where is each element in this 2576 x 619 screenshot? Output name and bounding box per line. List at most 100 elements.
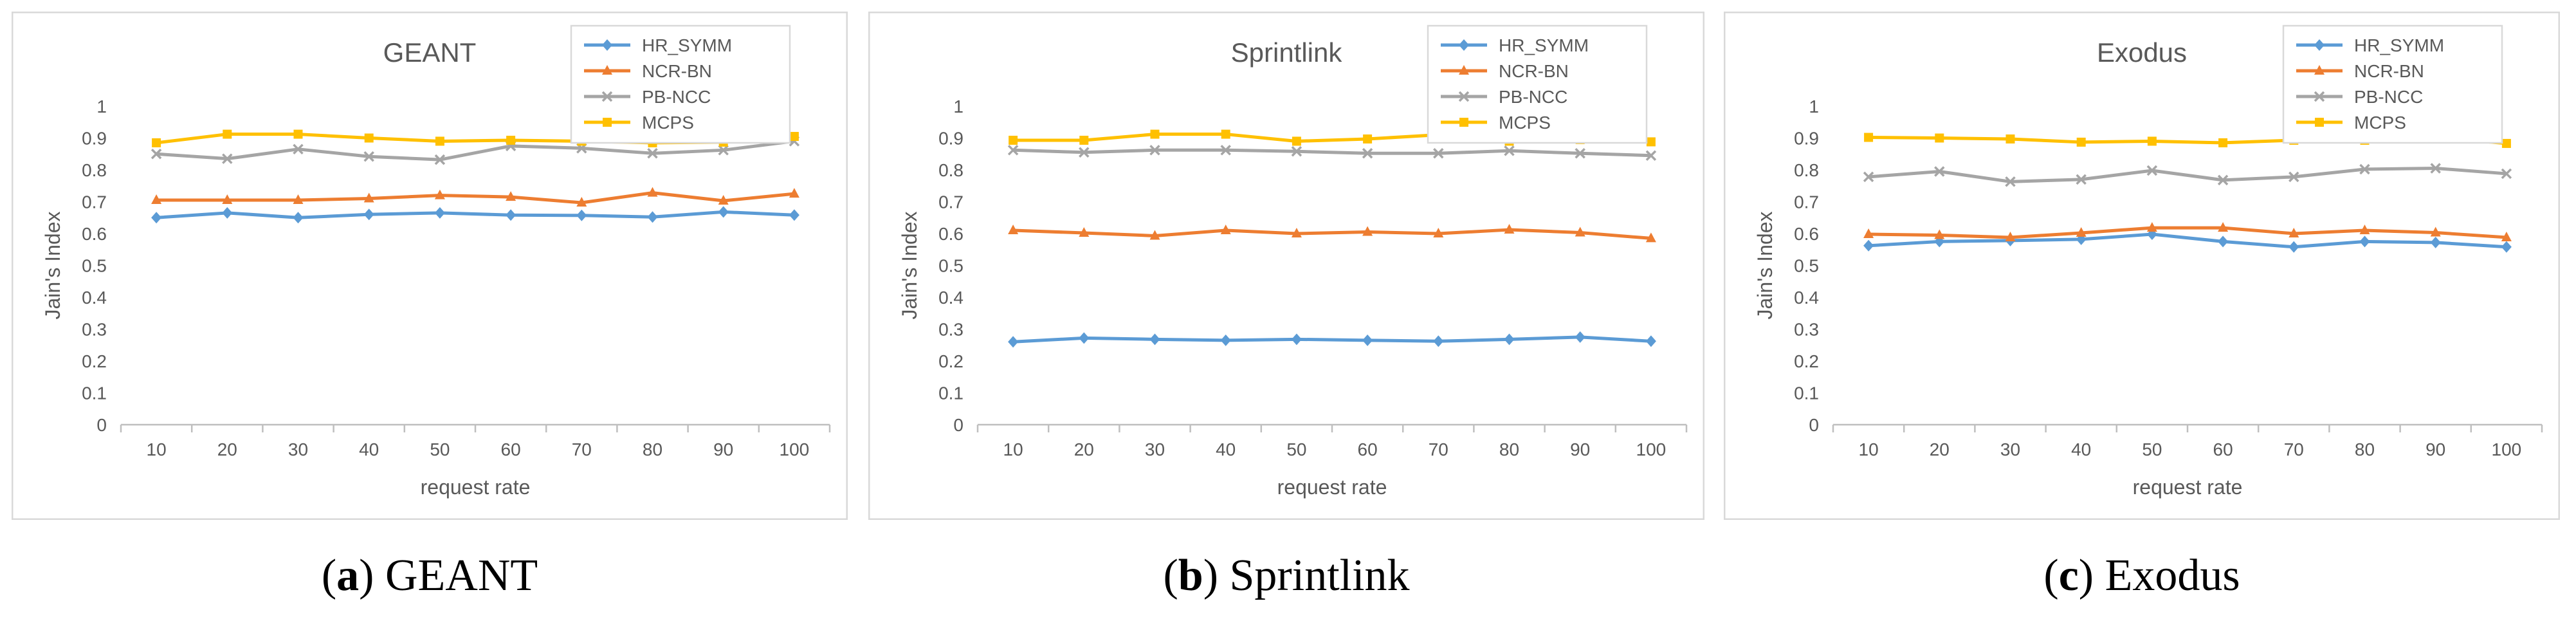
legend-label-mcps: MCPS: [1499, 113, 1551, 133]
y-tick-label: 1: [953, 97, 964, 116]
data-point-pb-ncc: [1007, 145, 1019, 156]
data-point-mcps: [789, 132, 799, 142]
x-tick-label: 20: [1930, 439, 1950, 459]
data-point-mcps: [2501, 138, 2511, 148]
x-tick-label: 70: [572, 439, 592, 459]
data-point-ncr-bn: [1433, 228, 1444, 237]
chart-svg: Exodus 0 0.1 0.2 0.3 0.4 0.5 0.6 0.7 0.8 0.9 1 10 20 3…: [1724, 12, 2560, 520]
data-point-ncr-bn: [1645, 232, 1656, 243]
data-point-mcps: [1363, 134, 1373, 143]
y-tick-label: 0.8: [938, 160, 964, 180]
y-tick-label: 0.1: [82, 383, 107, 403]
series-line-pb-ncc: [1868, 167, 2507, 183]
data-point-ncr-bn: [576, 196, 587, 207]
x-tick-label: 90: [713, 439, 733, 459]
legend-marker-mcps: [1459, 118, 1468, 127]
data-point-ncr-bn: [1575, 226, 1585, 237]
data-point-ncr-bn: [1079, 227, 1090, 237]
data-point-hr-symm: [718, 206, 729, 218]
data-point-pb-ncc: [2217, 174, 2229, 186]
y-tick-label: 0.7: [1794, 192, 1819, 212]
data-point-mcps: [1221, 129, 1230, 139]
data-point-mcps: [1150, 129, 1160, 139]
y-tick-label: 0.2: [1794, 351, 1819, 371]
data-point-hr-symm: [1575, 331, 1585, 343]
x-tick-label: 90: [1570, 439, 1590, 459]
caption-c: (c) Exodus: [2043, 551, 2240, 600]
data-point-ncr-bn: [1863, 228, 1874, 238]
data-point-hr-symm: [151, 212, 162, 224]
y-tick-label: 0.1: [1794, 383, 1819, 403]
x-tick-label: 30: [2000, 439, 2020, 459]
data-point-mcps: [506, 135, 516, 145]
y-tick-label: 0.8: [82, 160, 107, 180]
data-point-pb-ncc: [2430, 163, 2441, 174]
x-tick-label: 70: [2284, 439, 2304, 459]
series-line-hr-symm: [156, 210, 795, 219]
data-point-pb-ncc: [647, 148, 658, 159]
data-point-ncr-bn: [1291, 228, 1302, 237]
y-tick-label: 0.6: [1794, 224, 1819, 244]
data-point-ncr-bn: [1934, 229, 1945, 239]
data-point-hr-symm: [1008, 336, 1019, 348]
data-point-pb-ncc: [1504, 145, 1515, 156]
x-tick-label: 30: [1145, 439, 1165, 459]
y-tick-label: 1: [1809, 97, 1819, 116]
legend-marker-mcps: [2315, 118, 2324, 127]
data-point-hr-symm: [434, 207, 445, 219]
legend-marker-pb-ncc: [2314, 91, 2325, 102]
data-point-pb-ncc: [1433, 148, 1444, 159]
legend-marker-pb-ncc: [601, 91, 613, 102]
x-tick-label: 80: [643, 439, 662, 459]
data-point-hr-symm: [1863, 239, 1874, 252]
data-point-hr-symm: [1291, 333, 1302, 346]
data-point-mcps: [1646, 137, 1656, 147]
data-point-ncr-bn: [1008, 225, 1019, 235]
data-point-pb-ncc: [363, 151, 374, 162]
legend-marker-pb-ncc: [1458, 91, 1470, 102]
series-line-ncr-bn: [156, 191, 795, 205]
data-point-pb-ncc: [2146, 165, 2158, 176]
data-point-hr-symm: [2430, 236, 2441, 248]
legend-marker-hr-symm: [602, 39, 612, 51]
data-point-hr-symm: [789, 209, 799, 221]
chart-panel-exodus: Exodus 0 0.1 0.2 0.3 0.4 0.5 0.6 0.7 0.8 0.9 1 10 20 3…: [1724, 12, 2560, 520]
x-tick-label: 60: [1358, 439, 1378, 459]
data-point-hr-symm: [1220, 334, 1231, 346]
data-point-ncr-bn: [1149, 230, 1160, 240]
data-point-hr-symm: [2359, 236, 2370, 248]
y-tick-label: 0.2: [938, 351, 964, 371]
x-tick-label: 100: [1636, 439, 1667, 459]
data-point-ncr-bn: [647, 187, 658, 197]
series-line-pb-ncc: [1013, 148, 1651, 158]
data-point-ncr-bn: [1504, 224, 1515, 234]
y-tick-label: 1: [96, 97, 107, 116]
caption-text: Exodus: [2105, 551, 2240, 600]
y-tick-label: 0.5: [938, 256, 964, 276]
chart-svg: GEANT 0 0.1 0.2 0.3 0.4 0.5 0.6 0.7 0.8 0.9 1 10 20 30…: [12, 12, 848, 520]
x-tick-label: 20: [217, 439, 237, 459]
data-point-mcps: [293, 129, 303, 139]
caption-tag: c: [2058, 551, 2079, 600]
y-tick-label: 0.3: [938, 320, 964, 340]
data-point-mcps: [2147, 136, 2157, 146]
data-point-mcps: [1935, 133, 1944, 143]
data-point-ncr-bn: [2359, 225, 2370, 235]
y-tick-label: 0.6: [938, 224, 964, 244]
data-point-pb-ncc: [222, 153, 233, 164]
legend-marker-hr-symm: [2314, 39, 2325, 51]
data-point-ncr-bn: [2005, 231, 2016, 241]
legend-label-ncr-bn: NCR-BN: [1499, 61, 1569, 81]
data-point-mcps: [2218, 138, 2228, 147]
y-tick-label: 0.2: [82, 351, 107, 371]
series-line-hr-symm: [1012, 335, 1652, 344]
chart-panel-sprintlink: Sprintlink 0 0.1 0.2 0.3 0.4 0.5 0.6 0.7 0.8 0.9 1 1…: [868, 12, 1704, 520]
data-point-pb-ncc: [2076, 174, 2087, 185]
data-point-ncr-bn: [434, 189, 445, 199]
y-tick-label: 0: [96, 415, 107, 435]
caption-text: GEANT: [385, 551, 538, 600]
legend-label-hr-symm: HR_SYMM: [1499, 35, 1589, 55]
legend-label-pb-ncc: PB-NCC: [1499, 87, 1567, 107]
y-tick-label: 0.5: [1794, 256, 1819, 276]
data-point-mcps: [2076, 137, 2086, 147]
